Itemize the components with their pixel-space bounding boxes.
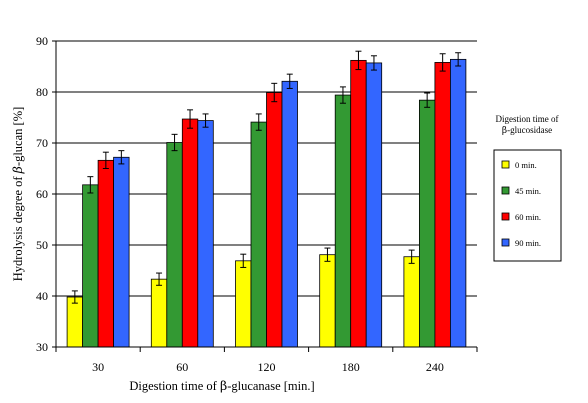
bar-series [66, 50, 467, 348]
y-tick-label: 80 [36, 85, 48, 99]
legend-swatch [501, 212, 510, 221]
bar [66, 296, 83, 348]
bar [250, 121, 267, 348]
bar [350, 59, 367, 348]
bar [166, 142, 183, 348]
y-tick-label: 50 [36, 238, 48, 252]
x-axis-label: Digestion time of β-glucanase [min.] [129, 378, 314, 393]
legend-swatch [501, 160, 510, 169]
legend-title-line1: Digestion time of [496, 114, 559, 124]
legend-title: Digestion time of β-glucosidase [496, 114, 559, 136]
bar [197, 120, 214, 348]
bar [434, 62, 451, 348]
y-tick-label: 70 [36, 136, 48, 150]
x-tick-label: 180 [342, 360, 360, 374]
bar [334, 94, 352, 348]
bar [181, 118, 199, 348]
y-axis-label: Hydrolysis degree of β-glucan [%] [10, 107, 25, 282]
y-tick-labels: 30 40 50 60 70 80 90 [36, 34, 48, 354]
legend-title-line2: β-glucosidase [502, 125, 552, 136]
legend-label: 45 min. [515, 186, 541, 196]
x-tick-label: 240 [426, 360, 444, 374]
bar [403, 256, 420, 348]
legend-swatch [501, 238, 510, 247]
x-tick-labels: 30 60 120 180 240 [92, 360, 444, 374]
bar [235, 260, 252, 348]
legend-swatch [501, 186, 510, 195]
bar [418, 99, 436, 348]
bar [150, 278, 168, 348]
bar [266, 92, 283, 348]
bar [97, 159, 114, 348]
bar [113, 156, 130, 348]
legend-label: 90 min. [515, 238, 541, 248]
legend: 0 min. 45 min. 60 min. 90 min. [493, 149, 562, 262]
x-tick-label: 120 [258, 360, 276, 374]
bar [319, 254, 336, 348]
x-tick-label: 30 [92, 360, 104, 374]
x-tick-label: 60 [176, 360, 188, 374]
legend-label: 0 min. [515, 160, 537, 170]
bar [365, 62, 383, 348]
axes [52, 40, 478, 352]
bar [82, 184, 99, 348]
y-tick-label: 60 [36, 187, 48, 201]
bar [281, 80, 298, 348]
y-tick-label: 40 [36, 289, 48, 303]
bar [449, 58, 467, 348]
y-tick-label: 30 [36, 340, 48, 354]
legend-label: 60 min. [515, 212, 541, 222]
y-tick-label: 90 [36, 34, 48, 48]
